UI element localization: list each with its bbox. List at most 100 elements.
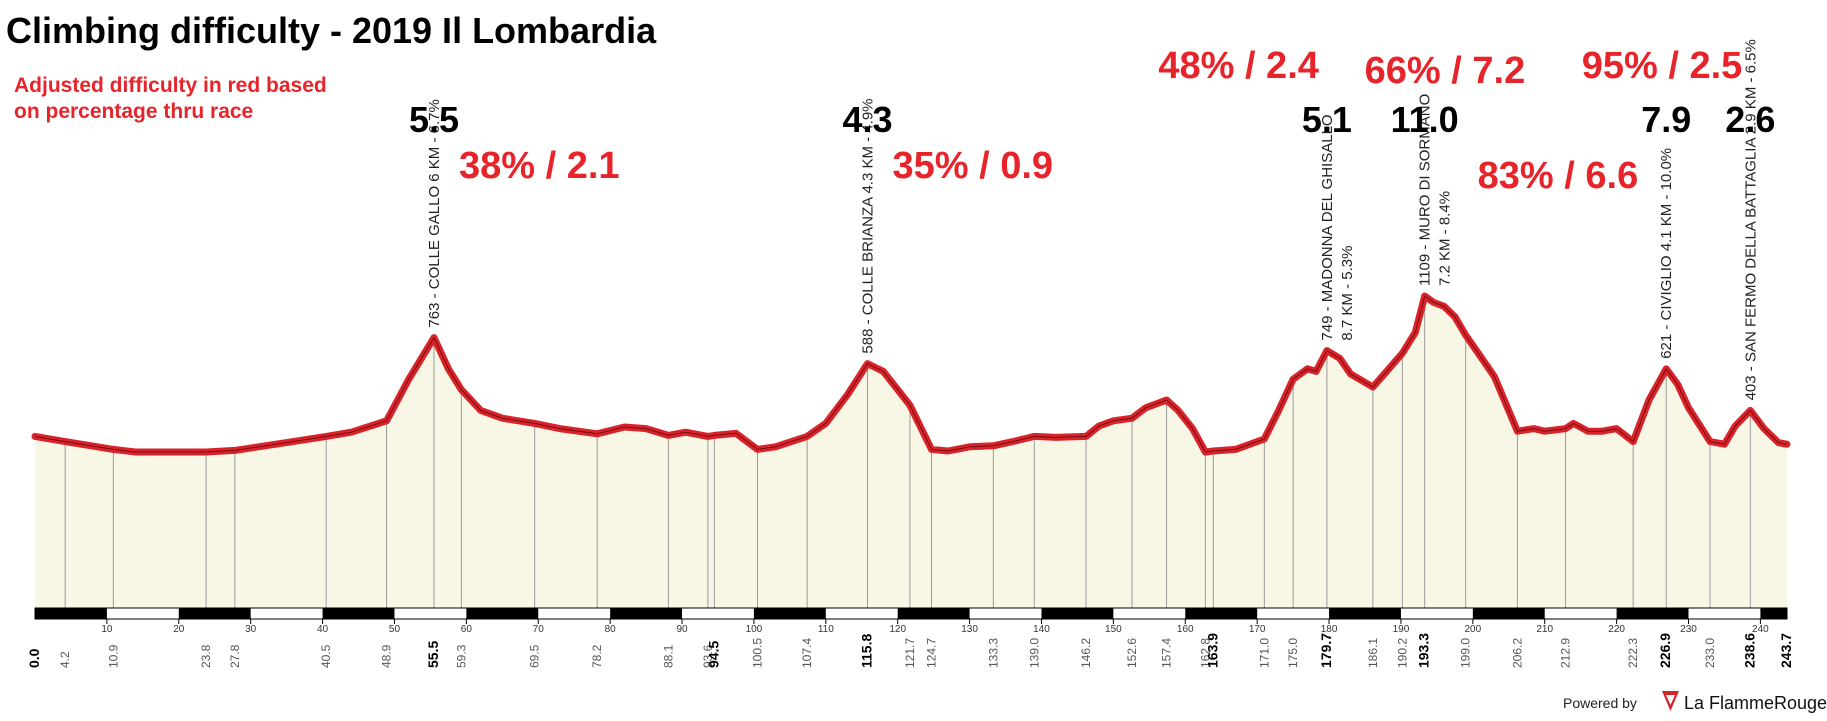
climb-5: 621 - CIVIGLIO 4.1 KM - 10.0% 7.983% / 6.… <box>1478 99 1692 359</box>
km-label: 78.2 <box>590 644 604 668</box>
tick-label: 150 <box>1105 624 1122 635</box>
km-label: 133.3 <box>986 638 1000 668</box>
profile-area <box>35 296 1787 608</box>
distance-bar-segment <box>1760 608 1787 619</box>
km-label: 10.9 <box>106 644 120 668</box>
km-label: 124.7 <box>924 638 938 668</box>
tick-label: 220 <box>1608 624 1625 635</box>
km-label: 139.0 <box>1027 638 1041 668</box>
tick-label: 140 <box>1033 624 1050 635</box>
km-label: 93.6 <box>701 644 715 668</box>
km-drop-lines <box>64 299 1751 608</box>
difficulty-score: 5.5 <box>409 99 459 140</box>
distance-bar-segment <box>1041 608 1114 619</box>
distance-bar-segment <box>753 608 826 619</box>
tick-label: 110 <box>818 624 834 635</box>
climb-name: 7.2 KM - 8.4% <box>1437 191 1454 286</box>
km-label: 171.0 <box>1257 638 1271 668</box>
km-label: 4.2 <box>58 651 72 668</box>
distance-bar-segment <box>322 608 395 619</box>
distance-bar-segment <box>178 608 251 619</box>
climb-4: 1109 - MURO DI SORMANO 7.2 KM - 8.4% 11.0 6… <box>1365 50 1526 286</box>
tick-label: 60 <box>461 624 473 635</box>
powered-by-text: Powered by <box>1563 695 1637 711</box>
climb-2: 588 - COLLE BRIANZA 4.3 KM - 4.9%4.335% … <box>842 98 1053 353</box>
km-label: 69.5 <box>528 644 542 668</box>
tick-label: 20 <box>173 624 185 635</box>
distance-bar-segment <box>1185 608 1258 619</box>
adjusted-difficulty: 48% / 2.4 <box>1158 45 1319 87</box>
km-label: 243.7 <box>1778 633 1794 668</box>
km-label: 222.3 <box>1626 638 1640 668</box>
tick-label: 10 <box>101 624 113 635</box>
tick-label: 240 <box>1752 624 1769 635</box>
km-label: 59.3 <box>454 644 468 668</box>
climb-name: 1109 - MURO DI SORMANO <box>1417 94 1434 286</box>
distance-bar-segment <box>1329 608 1401 619</box>
km-label: 27.8 <box>228 644 242 668</box>
climb-3: 749 - MADONNA DEL GHISALLO 8.7 KM - 5.3% 5… <box>1158 45 1356 341</box>
distance-bar <box>34 607 1788 620</box>
climb-name: 8.7 KM - 5.3% <box>1339 246 1356 341</box>
distance-bar-segment <box>466 608 539 619</box>
adjusted-note-line-2: on percentage thru race <box>14 100 253 123</box>
climb-name: 588 - COLLE BRIANZA 4.3 KM - 4.9% <box>860 98 877 353</box>
adjusted-difficulty: 66% / 7.2 <box>1365 50 1526 92</box>
tick-label: 130 <box>961 624 978 635</box>
elevation-profile <box>31 292 1791 608</box>
footer-branding: Powered by La FlammeRouge <box>1563 691 1827 713</box>
climb-6: 403 - SAN FERMO DELLA BATTAGLIA 2.9 KM -… <box>1582 39 1776 400</box>
tick-label: 50 <box>389 624 401 635</box>
km-label: 0.0 <box>26 648 42 668</box>
km-label: 199.0 <box>1459 638 1473 668</box>
km-label: 55.5 <box>425 641 441 668</box>
km-label: 226.9 <box>1657 633 1673 668</box>
climbs: 763 - COLLE GALLO 6 KM - 6.7%5.538% / 2.… <box>409 39 1775 400</box>
km-label: 121.7 <box>903 638 917 668</box>
distance-bar-segment <box>897 608 970 619</box>
km-label: 190.2 <box>1395 638 1409 668</box>
climb-name: 621 - CIVIGLIO 4.1 KM - 10.0% <box>1658 148 1675 359</box>
km-label: 107.4 <box>800 638 814 668</box>
adjusted-difficulty: 35% / 0.9 <box>893 145 1054 187</box>
km-label: 40.5 <box>319 644 333 668</box>
km-label: 179.7 <box>1318 633 1334 668</box>
distance-bar-segment <box>1616 608 1689 619</box>
tick-label: 40 <box>317 624 329 635</box>
tick-label: 70 <box>533 624 545 635</box>
tick-label: 30 <box>245 624 257 635</box>
difficulty-score: 11.0 <box>1391 99 1459 140</box>
distance-bar-segment <box>1472 608 1545 619</box>
difficulty-score: 2.6 <box>1725 99 1775 140</box>
tick-label: 160 <box>1177 624 1194 635</box>
km-label: 162.8 <box>1198 638 1212 668</box>
km-label: 193.3 <box>1416 633 1432 668</box>
km-label: 146.2 <box>1079 638 1093 668</box>
tick-label: 210 <box>1536 624 1553 635</box>
tick-label: 170 <box>1249 624 1266 635</box>
brand-name: La FlammeRouge <box>1684 693 1827 713</box>
tick-label: 180 <box>1321 624 1338 635</box>
km-label: 163.9 <box>1204 633 1220 668</box>
km-label: 100.5 <box>751 638 765 668</box>
difficulty-score: 5.1 <box>1302 99 1352 140</box>
km-label: 48.9 <box>380 644 394 668</box>
km-label: 233.0 <box>1703 638 1717 668</box>
km-labels: 0.0 4.2 10.9 23.8 27.8 40.5 48.9 55.5 59.3 69.5 78… <box>26 633 1794 668</box>
climb-name: 749 - MADONNA DEL GHISALLO <box>1319 114 1336 340</box>
profile-outline <box>34 295 1788 453</box>
tick-label: 200 <box>1464 624 1481 635</box>
tick-label: 90 <box>676 624 688 635</box>
km-label: 238.6 <box>1741 633 1757 668</box>
tick-label: 80 <box>605 624 617 635</box>
distance-bar-segment <box>610 608 683 619</box>
km-label: 88.1 <box>661 644 675 668</box>
tick-label: 120 <box>889 624 906 635</box>
adjusted-note-line-1: Adjusted difficulty in red based <box>14 74 327 97</box>
km-label: 94.5 <box>705 641 721 668</box>
difficulty-score: 4.3 <box>842 99 892 140</box>
difficulty-score: 7.9 <box>1641 99 1691 140</box>
chart-title: Climbing difficulty - 2019 Il Lombardia <box>6 10 657 51</box>
adjusted-difficulty: 38% / 2.1 <box>459 145 620 187</box>
